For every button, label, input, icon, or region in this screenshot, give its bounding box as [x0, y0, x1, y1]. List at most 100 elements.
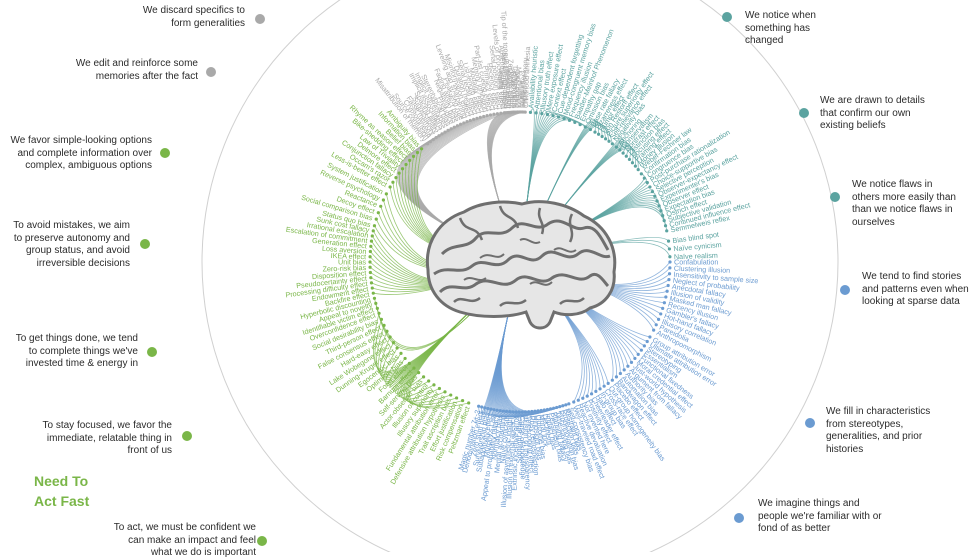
bias-dot — [408, 158, 412, 162]
bias-dot — [417, 370, 421, 375]
bias-dot — [501, 409, 506, 413]
bias-label: Spotlight effect — [515, 416, 524, 463]
bias-dot — [397, 171, 401, 175]
bias-dot — [662, 301, 666, 305]
category-label: We tend to find stories and patterns eve… — [862, 271, 969, 307]
category-dot — [722, 12, 732, 22]
bias-label: Illusion of transparency — [521, 416, 533, 491]
bias-dot — [411, 154, 416, 158]
bias-dot — [576, 398, 580, 402]
bias-label: Childhood amnesia — [521, 46, 532, 108]
bias-dot — [636, 352, 640, 356]
bias-dot — [370, 234, 374, 238]
bias-dot — [370, 286, 374, 290]
headline-need-to-act-fast: Need To Act Fast — [34, 473, 90, 509]
bias-dot — [668, 255, 672, 259]
bias-dot — [666, 283, 670, 288]
category-dot — [147, 347, 157, 357]
bias-label: Extrinsic incentive error — [510, 415, 521, 491]
bias-dot — [652, 328, 656, 332]
bias-dot — [427, 379, 431, 383]
bias-dot — [636, 168, 640, 172]
bias-dot — [403, 356, 407, 361]
bias-dot — [594, 389, 598, 394]
category-dot — [182, 431, 192, 441]
bias-dot — [394, 176, 398, 180]
category-dot — [840, 285, 850, 295]
bias-dot — [581, 396, 585, 400]
bias-dot — [371, 229, 375, 233]
category-dot — [830, 192, 840, 202]
category-dot — [257, 536, 267, 546]
bias-label: Modality — [516, 81, 525, 108]
bias-dot — [368, 265, 372, 269]
bias-dot — [555, 405, 559, 410]
bias-dot — [564, 403, 568, 407]
bias-dot — [665, 289, 669, 293]
bias-dot — [602, 384, 606, 388]
category-label: To act, we must be confident we can make… — [113, 522, 256, 558]
category-label: We fill in characteristics from stereoty… — [826, 406, 931, 455]
bias-dot — [443, 390, 447, 394]
category-dot — [160, 148, 170, 158]
bias-dot — [645, 180, 649, 185]
bias-dot — [661, 306, 665, 310]
bias-label: Telescoping — [513, 70, 523, 108]
bias-dot — [415, 150, 420, 155]
bias-label: Implicit memory — [519, 57, 529, 108]
category-label: We notice flaws in others more easily th… — [852, 179, 956, 228]
bias-branch-line — [525, 110, 554, 211]
bias-dot — [610, 378, 614, 382]
category-label: To avoid mistakes, we aim to preserve au… — [13, 220, 130, 269]
bias-dot — [528, 110, 533, 114]
bias-dot — [508, 410, 512, 414]
category-dot — [255, 14, 265, 24]
category-label: We are drawn to details that confirm our… — [820, 95, 925, 131]
bias-label: Telescoping effect — [524, 415, 536, 473]
bias-dot — [369, 239, 374, 243]
category-label: We discard specifics to form generalitie… — [142, 5, 245, 29]
bias-dot — [372, 224, 377, 228]
bias-dot — [504, 409, 509, 413]
bias-label: Hindsight bias — [531, 415, 544, 461]
bias-dot — [614, 375, 619, 379]
category-dot — [140, 239, 150, 249]
bias-label: Naïve cynicism — [673, 240, 722, 253]
bias-dot — [659, 312, 663, 316]
bias-dot — [527, 410, 531, 414]
bias-dot — [511, 410, 515, 414]
bias-dot — [498, 409, 502, 413]
category-dot — [799, 108, 809, 118]
bias-dot — [437, 386, 442, 391]
bias-dot — [545, 407, 550, 412]
bias-dot — [489, 407, 493, 411]
bias-label: Clustering illusion — [674, 264, 731, 275]
bias-label: Zeigarnik effect — [506, 59, 517, 108]
bias-branch-line — [500, 315, 560, 415]
bias-dot — [449, 393, 453, 397]
bias-dot — [369, 281, 374, 285]
bias-dot — [668, 260, 672, 264]
bias-branch-line — [555, 138, 624, 217]
bias-branch-line — [500, 315, 569, 413]
category-dot — [805, 418, 815, 428]
category-dot — [734, 513, 744, 523]
bias-dot — [633, 164, 637, 168]
bias-dot — [648, 335, 652, 339]
bias-dot — [391, 340, 396, 345]
bias-dot — [618, 371, 622, 376]
bias-dot — [534, 111, 538, 115]
bias-dot — [381, 198, 385, 202]
bias-dot — [561, 404, 565, 408]
bias-dot — [368, 249, 372, 254]
bias-dot — [382, 323, 386, 327]
bias-dot — [460, 398, 465, 403]
bias-dot — [630, 161, 635, 165]
category-label: We imagine things and people we're famil… — [758, 498, 882, 534]
bias-branch-line — [500, 315, 563, 414]
bias-dot — [467, 401, 471, 405]
bias-dot — [391, 180, 395, 184]
bias-dot — [558, 405, 562, 409]
bias-branch-line — [543, 124, 613, 210]
bias-dot — [536, 409, 540, 413]
